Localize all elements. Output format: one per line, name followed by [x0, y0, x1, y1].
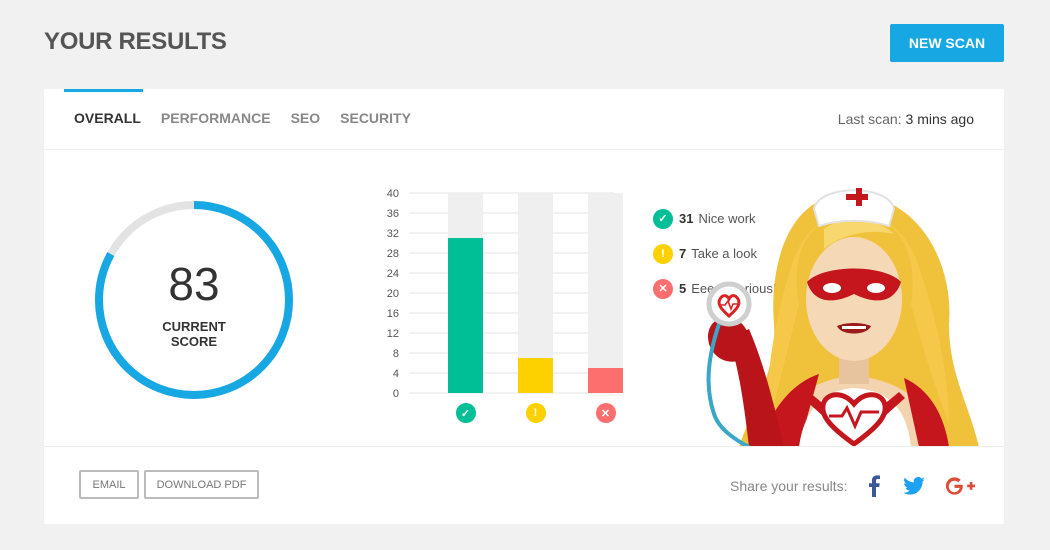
share-label: Share your results: [730, 478, 848, 494]
page-title: YOUR RESULTS [44, 28, 227, 55]
footer-divider [44, 446, 1004, 447]
legend-count: 7 [679, 246, 687, 261]
new-scan-button[interactable]: NEW SCAN [890, 24, 1004, 62]
score-value: 83 [168, 258, 220, 310]
bar-serious [588, 368, 623, 393]
score-label: CURRENT SCORE [93, 319, 295, 349]
tab-overall[interactable]: OVERALL [74, 110, 141, 126]
check-icon: ✓ [653, 208, 673, 229]
active-tab-indicator [64, 89, 143, 92]
score-label-line2: SCORE [170, 334, 218, 349]
cross-icon: ✕ [595, 403, 616, 423]
facebook-icon[interactable] [861, 473, 887, 499]
legend-item-take-a-look: ! 7 Take a look [653, 236, 777, 271]
legend-count: 31 [679, 211, 694, 226]
score-gauge: 83 CURRENT SCORE [93, 199, 295, 401]
score-label-line1: CURRENT [162, 319, 226, 334]
y-tick-label: 16 [387, 308, 399, 320]
y-tick-label: 4 [393, 368, 399, 380]
cross-icon: ✕ [653, 278, 673, 299]
last-scan-label: Last scan: [837, 111, 902, 127]
tab-security[interactable]: SECURITY [340, 110, 411, 126]
y-tick-label: 8 [393, 348, 399, 360]
exclamation-icon: ! [653, 243, 673, 264]
score-ring-progress [95, 201, 293, 399]
check-icon: ✓ [455, 403, 476, 423]
legend-item-nice-work: ✓ 31 Nice work [653, 201, 777, 236]
y-tick-label: 24 [387, 268, 399, 280]
y-tick-label: 20 [387, 288, 399, 300]
y-tick-label: 0 [393, 388, 399, 400]
tab-performance[interactable]: PERFORMANCE [160, 110, 271, 126]
y-tick-label: 12 [387, 328, 399, 340]
legend-count: 5 [679, 281, 687, 296]
bar-track [588, 193, 623, 393]
nurse-mascot-illustration [649, 154, 1004, 447]
last-scan-value: 3 mins ago [905, 111, 974, 127]
issues-bar-chart: 0 4 8 12 16 20 24 28 32 36 40 ✓! ✕ [334, 185, 624, 425]
google-plus-icon[interactable] [944, 473, 976, 499]
y-tick-label: 28 [387, 248, 399, 260]
email-button[interactable]: EMAIL [79, 470, 139, 499]
twitter-icon[interactable] [901, 473, 927, 499]
header-divider [44, 149, 1004, 150]
legend-label: Nice work [698, 211, 756, 226]
results-card: OVERALL PERFORMANCE SEO SECURITY Last sc… [44, 89, 1004, 524]
results-tabs: OVERALL PERFORMANCE SEO SECURITY [74, 110, 411, 126]
exclamation-icon: ! [525, 403, 546, 423]
y-tick-label: 32 [387, 228, 399, 240]
y-tick-label: 36 [387, 208, 399, 220]
last-scan: Last scan: 3 mins ago [838, 111, 974, 127]
bar-nice-work [448, 238, 483, 393]
bar-chart-svg: 0 4 8 12 16 20 24 28 32 36 40 [387, 188, 623, 400]
download-pdf-button[interactable]: DOWNLOAD PDF [144, 470, 259, 499]
y-tick-label: 40 [387, 188, 399, 200]
score-ring [95, 201, 293, 399]
legend-label: Take a look [691, 246, 757, 261]
tab-seo[interactable]: SEO [290, 110, 321, 126]
bar-take-a-look [518, 358, 553, 393]
